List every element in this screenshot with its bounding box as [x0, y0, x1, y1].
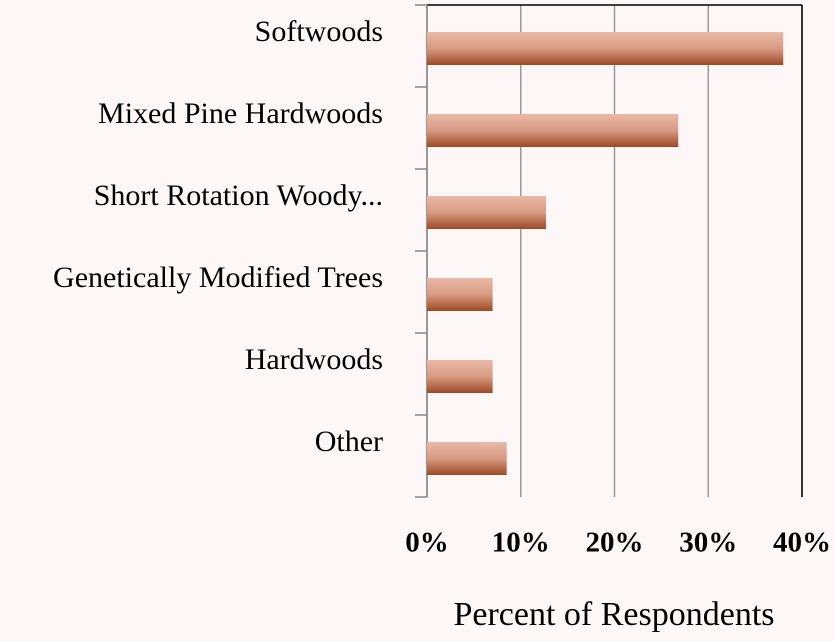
y-tick-label: Other	[315, 425, 383, 458]
bar	[427, 32, 784, 65]
bar	[427, 360, 493, 393]
x-tick-label: 30%	[679, 527, 737, 559]
x-tick-label: 10%	[492, 527, 550, 559]
x-tick-label: 20%	[586, 527, 644, 559]
y-tick-label: Short Rotation Woody...	[94, 179, 383, 212]
y-tick-label: Softwoods	[255, 15, 383, 48]
bar	[427, 278, 493, 311]
y-tick-label: Hardwoods	[245, 343, 383, 376]
x-tick-label: 40%	[773, 527, 831, 559]
bar	[427, 196, 547, 229]
x-axis-title: Percent of Respondents	[453, 596, 774, 633]
bar	[427, 114, 679, 147]
y-tick-label: Genetically Modified Trees	[53, 261, 383, 294]
y-tick-label: Mixed Pine Hardwoods	[98, 97, 383, 130]
bar	[427, 442, 507, 475]
x-tick-label: 0%	[405, 527, 449, 559]
